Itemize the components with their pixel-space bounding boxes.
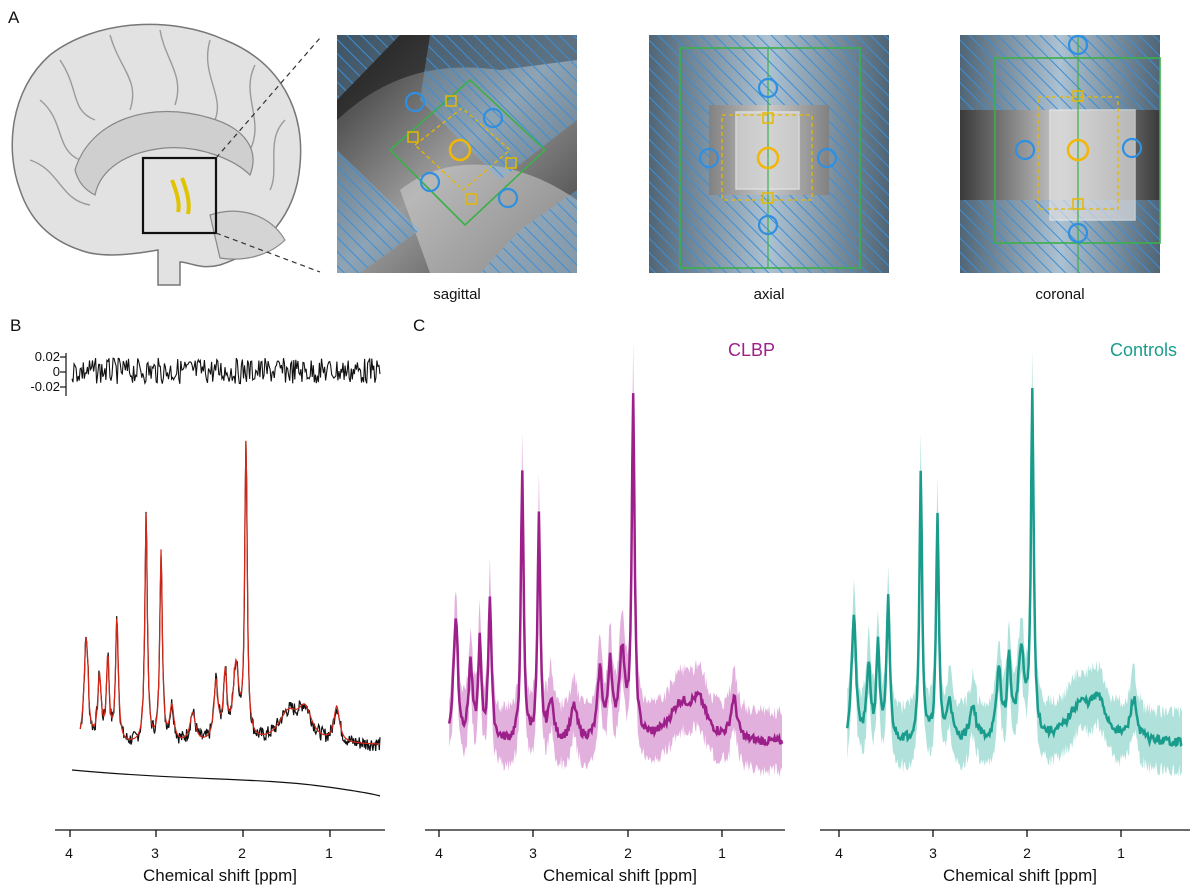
x-tick-label: 2 <box>624 845 632 861</box>
x-tick-label: 3 <box>151 845 159 861</box>
residual-tick-label: 0 <box>52 364 60 379</box>
b-baseline <box>71 769 381 797</box>
x-tick-label: 4 <box>835 845 843 861</box>
controls-mean-line <box>846 387 1183 748</box>
x-axis-label-clbp: Chemical shift [ppm] <box>543 866 697 885</box>
mri-coronal <box>960 34 1161 273</box>
group-label-clbp: CLBP <box>728 340 776 360</box>
view-label-axial: axial <box>753 286 785 303</box>
x-tick-label: 2 <box>238 845 246 861</box>
view-label-coronal: coronal <box>1035 286 1085 303</box>
residual-tick-label: 0.02 <box>34 349 60 364</box>
x-tick-label: 1 <box>325 845 333 861</box>
x-tick-label: 2 <box>1023 845 1031 861</box>
region-box <box>141 156 218 235</box>
x-axis-label-b: Chemical shift [ppm] <box>143 866 297 885</box>
x-tick-label: 1 <box>718 845 726 861</box>
x-tick-label: 3 <box>929 845 937 861</box>
b-residual-line <box>71 357 381 385</box>
clbp-mean-line <box>447 393 784 747</box>
mri-sagittal <box>337 35 577 273</box>
clbp-spread-band <box>449 342 782 778</box>
group-label-controls: Controls <box>1110 340 1178 360</box>
x-tick-label: 3 <box>529 845 537 861</box>
panel-letter-a: A <box>8 8 20 27</box>
view-label-sagittal: sagittal <box>433 286 481 303</box>
panel-letter-c: C <box>413 316 426 335</box>
x-tick-label: 4 <box>65 845 73 861</box>
mri-axial <box>649 35 889 273</box>
x-axis-label-controls: Chemical shift [ppm] <box>943 866 1097 885</box>
x-tick-label: 4 <box>435 845 443 861</box>
panel-letter-b: B <box>10 316 22 335</box>
b-data-line <box>79 441 381 752</box>
b-fit-line <box>79 440 380 745</box>
residual-tick-label: -0.02 <box>30 379 60 394</box>
brain-illustration <box>11 23 321 286</box>
x-tick-label: 1 <box>1117 845 1125 861</box>
